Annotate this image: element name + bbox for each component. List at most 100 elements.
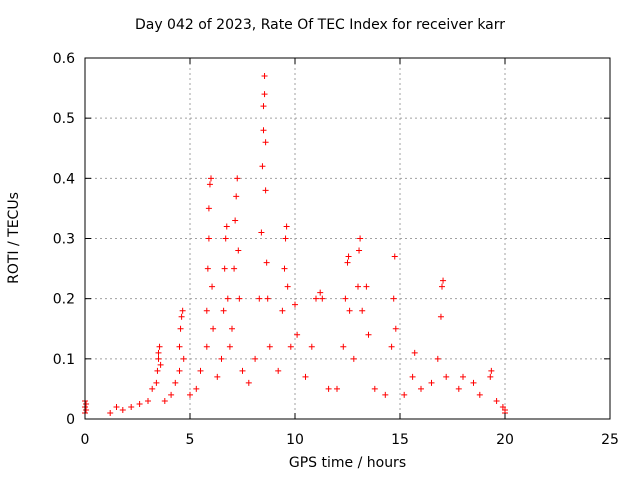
data-point (340, 343, 347, 350)
data-point (208, 175, 214, 182)
data-point (203, 343, 210, 350)
data-point (178, 313, 185, 320)
data-point (283, 223, 290, 230)
data-point (205, 205, 212, 212)
data-point (418, 385, 424, 392)
data-point (232, 217, 239, 224)
data-point (356, 247, 363, 254)
data-point (83, 400, 90, 407)
data-point (231, 265, 238, 272)
data-point (83, 406, 90, 413)
data-point (179, 307, 186, 314)
data-point (325, 385, 332, 392)
data-point (214, 373, 221, 380)
data-point (334, 385, 340, 392)
y-tick-label: 0.5 (53, 111, 75, 127)
data-point (292, 301, 298, 308)
data-point (155, 355, 162, 362)
y-tick-label: 0.1 (53, 352, 75, 368)
data-point (275, 367, 282, 374)
data-point (282, 235, 289, 242)
data-point (262, 139, 269, 146)
data-point (220, 307, 227, 314)
data-point (439, 283, 445, 290)
data-point (392, 325, 399, 332)
data-point (128, 403, 135, 410)
chart-title: Day 042 of 2023, Rate Of TEC Index for r… (134, 17, 506, 33)
data-point (193, 385, 200, 392)
data-point (401, 391, 408, 398)
data-point (493, 397, 500, 404)
data-point (234, 175, 241, 182)
x-tick-label: 15 (391, 432, 409, 448)
data-point (176, 343, 183, 350)
y-tick-label: 0.4 (53, 171, 75, 187)
data-point (260, 127, 267, 134)
data-point (204, 265, 211, 272)
data-point (409, 373, 416, 380)
data-point (136, 400, 143, 407)
data-point (455, 385, 462, 392)
data-point (371, 385, 378, 392)
data-point (177, 325, 184, 332)
y-tick-label: 0.2 (53, 292, 75, 308)
x-tick-label: 25 (601, 432, 619, 448)
data-point (145, 397, 151, 404)
data-point (154, 367, 161, 374)
data-point (411, 349, 418, 356)
data-point (460, 373, 466, 380)
data-point (119, 406, 126, 413)
data-point (235, 247, 242, 254)
data-point (499, 403, 506, 410)
data-point (261, 73, 268, 80)
data-point (390, 295, 397, 302)
data-point (317, 289, 324, 296)
data-point (470, 379, 477, 386)
data-point (259, 163, 266, 170)
data-point (284, 283, 291, 290)
data-point (294, 331, 301, 338)
y-tick-label: 0.6 (53, 51, 75, 67)
data-point (156, 343, 163, 350)
data-point (245, 379, 252, 386)
data-point (359, 307, 366, 314)
x-tick-label: 20 (496, 432, 514, 448)
data-point (229, 325, 235, 332)
data-point (344, 259, 351, 266)
data-point (440, 277, 447, 284)
data-point (236, 295, 243, 302)
grid-lines (85, 58, 610, 419)
data-point (363, 283, 370, 290)
data-point (263, 259, 270, 266)
data-point (153, 379, 160, 386)
data-point (266, 343, 273, 350)
data-point (287, 343, 294, 350)
data-point (258, 229, 265, 236)
data-point (197, 367, 204, 374)
data-point (180, 355, 187, 362)
data-point (256, 295, 263, 302)
data-point (382, 391, 389, 398)
data-point (342, 295, 349, 302)
data-point (172, 379, 179, 386)
data-point (391, 253, 398, 260)
data-point (187, 391, 193, 398)
data-point (107, 409, 114, 416)
data-point (157, 361, 164, 368)
x-tick-label: 5 (186, 432, 195, 448)
data-point (313, 295, 319, 302)
data-point (345, 253, 352, 260)
data-point (264, 295, 271, 302)
data-point (262, 187, 269, 194)
y-tick-label: 0 (66, 412, 75, 428)
data-point (487, 373, 494, 380)
data-point (176, 367, 183, 374)
data-point (350, 355, 357, 362)
y-tick-label: 0.3 (53, 232, 75, 248)
data-point (210, 325, 217, 332)
x-tick-label: 0 (81, 432, 90, 448)
data-point (279, 307, 286, 314)
data-point (476, 391, 483, 398)
data-point (434, 355, 441, 362)
